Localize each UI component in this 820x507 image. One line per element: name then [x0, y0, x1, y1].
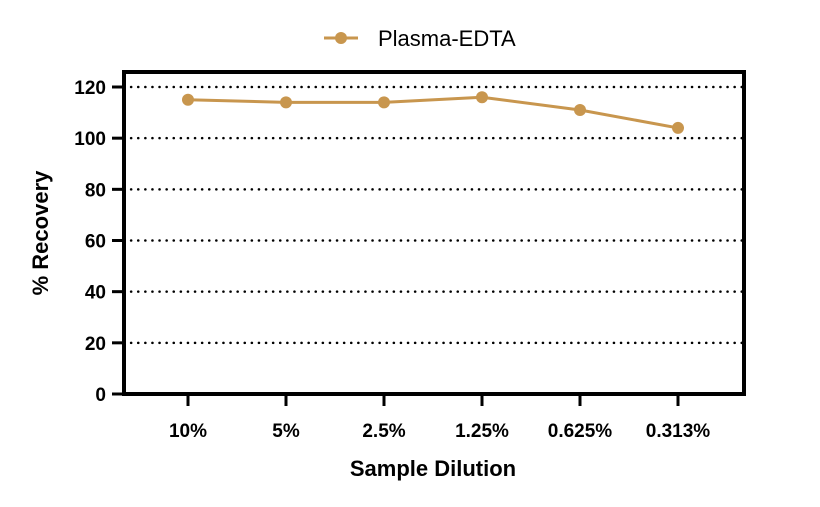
- data-point: [672, 121, 684, 134]
- y-axis-title: % Recovery: [28, 170, 53, 296]
- y-tick-label: 0: [95, 385, 106, 406]
- x-tick-label: 1.25%: [455, 421, 509, 442]
- data-point: [378, 96, 390, 109]
- x-tick-label: 10%: [169, 421, 207, 442]
- data-point: [182, 93, 194, 106]
- data-point: [574, 104, 586, 117]
- plot-frame: [122, 70, 746, 396]
- data-point: [280, 96, 292, 109]
- x-tick-label: 2.5%: [362, 421, 405, 442]
- x-tick-label: 0.625%: [548, 421, 613, 442]
- y-tick-label: 20: [85, 334, 106, 355]
- data-point: [476, 91, 488, 104]
- y-tick-label: 60: [85, 232, 106, 253]
- x-tick-label: 5%: [272, 421, 300, 442]
- legend: Plasma-EDTA: [324, 26, 516, 51]
- series-line: [187, 95, 679, 130]
- y-tick-label: 100: [74, 129, 106, 150]
- y-tick-label: 40: [85, 283, 106, 304]
- x-axis: 10% 5% 2.5% 1.25% 0.625% 0.313%: [169, 394, 710, 442]
- series-plasma-edta: [182, 91, 684, 134]
- x-tick-label: 0.313%: [646, 421, 711, 442]
- y-axis: 0 20 40 60 80 100 120: [74, 78, 124, 406]
- legend-label: Plasma-EDTA: [378, 26, 516, 51]
- y-tick-label: 120: [74, 78, 106, 99]
- legend-marker: [335, 32, 347, 44]
- gridlines: [122, 85, 746, 345]
- y-tick-label: 80: [85, 180, 106, 201]
- x-axis-title: Sample Dilution: [350, 456, 516, 481]
